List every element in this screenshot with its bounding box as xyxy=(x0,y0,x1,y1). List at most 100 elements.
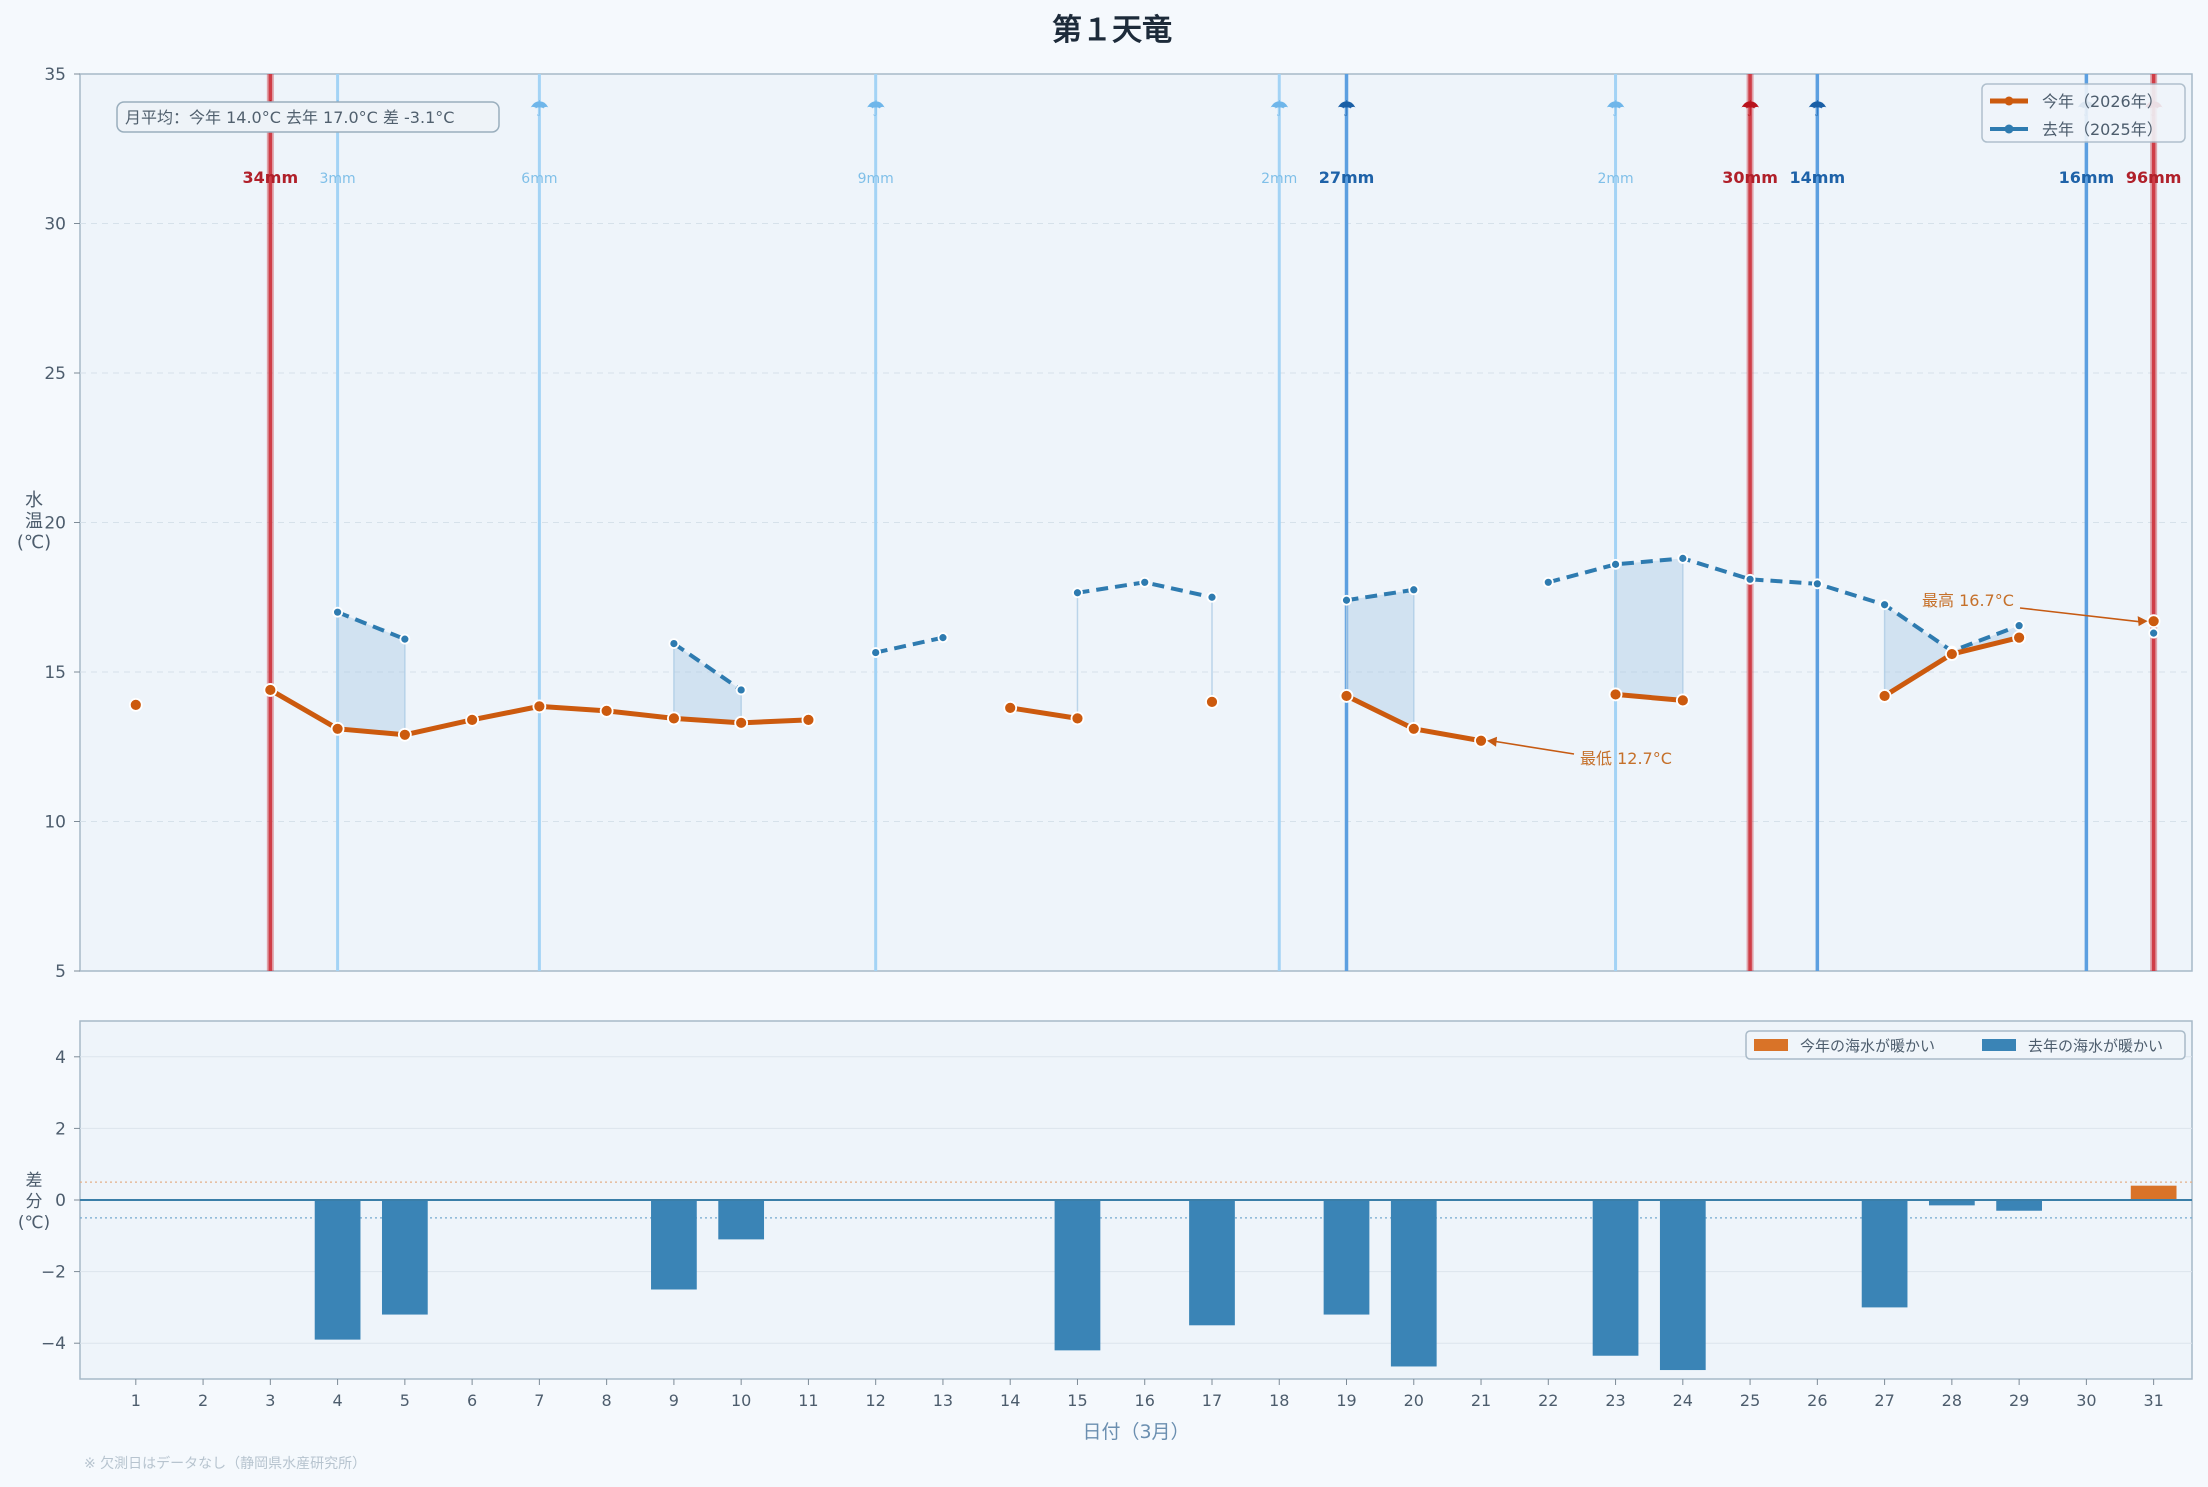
x-tick-label: 31 xyxy=(2143,1391,2163,1410)
last-year-point xyxy=(1139,576,1151,588)
chart-title: 第１天竜 xyxy=(1052,13,1172,48)
last-year-point xyxy=(937,632,949,644)
umbrella-icon: ☂ xyxy=(866,97,886,122)
diff-bar xyxy=(1054,1200,1101,1351)
max-annotation-text: 最高 16.7°C xyxy=(1922,591,2014,610)
x-tick-label: 16 xyxy=(1135,1391,1155,1410)
x-tick-label: 24 xyxy=(1673,1391,1693,1410)
x-tick-label: 20 xyxy=(1404,1391,1424,1410)
x-tick-label: 27 xyxy=(1874,1391,1894,1410)
last-year-point xyxy=(1610,558,1621,570)
last-year-point xyxy=(735,684,747,696)
max-annotation-arrow xyxy=(2019,607,2144,623)
difference-band xyxy=(1884,604,1952,696)
x-axis-label: 日付（3月） xyxy=(1082,1421,1189,1443)
x-tick-label: 5 xyxy=(400,1391,410,1410)
diff-y-tick-label: 0 xyxy=(55,1191,66,1211)
this-year-point xyxy=(128,697,143,712)
this-year-point xyxy=(599,703,614,718)
this-year-point xyxy=(1877,689,1892,703)
legend-box xyxy=(1981,83,2186,143)
x-tick-label: 6 xyxy=(467,1391,477,1410)
this-year-point xyxy=(1205,695,1219,709)
difference-band xyxy=(337,612,405,735)
x-tick-label: 30 xyxy=(2076,1391,2096,1410)
umbrella-icon: ☂ xyxy=(1606,97,1626,122)
last-year-line xyxy=(672,641,743,692)
x-tick-label: 21 xyxy=(1471,1391,1491,1410)
x-tick-label: 9 xyxy=(669,1391,679,1410)
this-year-line xyxy=(1009,705,1078,721)
umbrella-icon: ☂ xyxy=(530,97,550,122)
rain-amount-label: 2mm xyxy=(1597,171,1633,187)
x-tick-label: 28 xyxy=(1942,1391,1962,1410)
x-tick-label: 12 xyxy=(866,1391,886,1410)
last-year-point xyxy=(870,647,882,658)
last-year-point xyxy=(1677,552,1689,564)
this-year-point xyxy=(1406,721,1421,736)
diff-bar xyxy=(651,1200,697,1290)
x-tick-label: 15 xyxy=(1067,1391,1087,1410)
diff-legend-swatch xyxy=(1754,1039,1788,1051)
min-arrowhead xyxy=(1487,736,1498,747)
this-year-point xyxy=(1608,687,1623,702)
this-year-point xyxy=(1474,733,1488,748)
rain-amount-label: 27mm xyxy=(1319,168,1375,187)
y-tick-label: 20 xyxy=(44,514,66,534)
this-year-point xyxy=(1675,693,1690,708)
last-year-point xyxy=(332,606,343,618)
rain-amount-label: 9mm xyxy=(858,171,894,187)
x-tick-label: 14 xyxy=(1000,1391,1020,1410)
legend-swatch-marker xyxy=(2004,96,2014,106)
last-year-line xyxy=(1547,556,2020,654)
diff-bar xyxy=(381,1200,428,1315)
last-year-point xyxy=(1744,573,1756,585)
monthly-average-box xyxy=(116,101,500,133)
x-tick-label: 18 xyxy=(1269,1391,1289,1410)
this-year-point xyxy=(263,683,278,697)
this-year-point xyxy=(2146,614,2161,629)
umbrella-icon: ☂ xyxy=(1807,97,1827,122)
this-year-point xyxy=(330,721,345,736)
rain-amount-label: 2mm xyxy=(1261,171,1297,187)
y-tick-label: 15 xyxy=(44,663,66,683)
y-tick-label: 5 xyxy=(55,962,66,982)
diff-y-tick-label: −2 xyxy=(41,1263,66,1283)
diff-bar xyxy=(1390,1200,1437,1367)
rain-amount-label: 96mm xyxy=(2126,168,2182,187)
x-tick-label: 1 xyxy=(131,1391,141,1410)
this-year-point xyxy=(734,715,749,730)
diff-legend-box xyxy=(1745,1030,2186,1060)
difference-band xyxy=(673,643,742,723)
max-arrowhead xyxy=(2137,616,2148,627)
rain-amount-label: 30mm xyxy=(1722,168,1778,187)
x-tick-label: 22 xyxy=(1538,1391,1558,1410)
difference-band xyxy=(1615,558,1683,701)
this-year-point xyxy=(532,699,547,714)
x-tick-label: 10 xyxy=(731,1391,751,1410)
x-tick-label: 11 xyxy=(798,1391,818,1410)
diff-bar xyxy=(1323,1200,1370,1315)
x-tick-label: 7 xyxy=(534,1391,544,1410)
diff-bar xyxy=(718,1200,765,1240)
diff-bar xyxy=(1659,1200,1706,1371)
y-tick-label: 25 xyxy=(44,364,66,384)
last-year-point xyxy=(1206,591,1218,603)
x-tick-label: 3 xyxy=(265,1391,275,1410)
x-tick-label: 19 xyxy=(1336,1391,1356,1410)
last-year-line xyxy=(336,610,406,641)
last-year-point xyxy=(1811,578,1823,590)
umbrella-icon: ☂ xyxy=(1337,97,1357,122)
x-tick-label: 23 xyxy=(1605,1391,1625,1410)
last-year-point xyxy=(668,638,680,649)
rain-amount-label: 14mm xyxy=(1790,168,1846,187)
this-year-point xyxy=(1339,689,1354,703)
last-year-point xyxy=(1072,587,1083,599)
y-tick-label: 35 xyxy=(44,65,66,85)
this-year-point xyxy=(397,727,412,742)
temperature-panel: 5 10 15 20 25 30 35 水温(℃) ☂ 34mm ☂ 3mm ☂ 6mm ☂ 9mm ☂ 2mm ☂… xyxy=(17,65,2193,982)
monthly-average-text: 月平均：今年 14.0°C 去年 17.0°C 差 -3.1°C xyxy=(125,108,454,127)
umbrella-icon: ☂ xyxy=(1269,97,1289,122)
last-year-point xyxy=(1542,576,1554,588)
